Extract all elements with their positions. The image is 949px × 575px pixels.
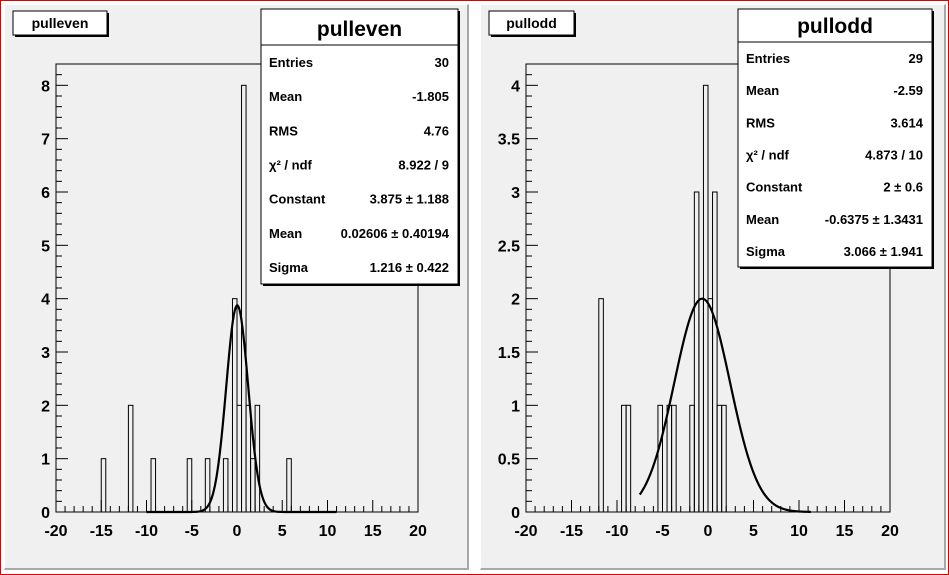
y-tick-label: 3 [41, 345, 50, 362]
histogram-bin [712, 191, 718, 513]
histogram-bin [657, 404, 663, 513]
x-tick-label: 15 [364, 523, 382, 540]
histogram-bin [222, 458, 229, 513]
y-tick-label: 0 [511, 505, 520, 522]
stats-row-label: χ² / ndf [746, 148, 790, 163]
x-tick-label: 0 [704, 523, 713, 540]
stats-row-label: χ² / ndf [269, 158, 313, 173]
stats-row-label: Sigma [746, 244, 786, 259]
stats-row-value: 3.875 ± 1.188 [370, 192, 449, 207]
stats-title: pullodd [797, 15, 873, 38]
histogram-bin [625, 404, 632, 513]
y-tick-label: 2.5 [498, 238, 520, 255]
stats-title: pulleven [317, 18, 402, 41]
x-tick-label: -20 [44, 523, 67, 540]
gaussian-fit-curve [638, 297, 811, 513]
x-tick-label: 15 [836, 523, 854, 540]
stats-row-value: 30 [435, 55, 449, 70]
title-box [488, 10, 575, 36]
y-tick-label: 2 [511, 292, 520, 309]
stats-row-label: Constant [746, 180, 803, 195]
stats-row-value: -1.805 [412, 89, 449, 104]
x-tick-label: -15 [90, 523, 113, 540]
stats-row-value: -2.59 [893, 83, 923, 98]
y-tick-label: 0 [41, 505, 50, 522]
pullodd-plot: -20 -15 -10 -5 0 5 10 15 20 0 0.5 1 1.5 2 2.5 3 3.5 4 pull… [488, 8, 934, 540]
stats-row-label: Mean [269, 226, 302, 241]
y-tick-label: 8 [41, 78, 50, 95]
stats-box [260, 8, 459, 285]
histogram-bin [241, 84, 247, 513]
pad-pullodd: -20 -15 -10 -5 0 5 10 15 20 0 0.5 1 1.5 2 2.5 3 3.5 4 pull… [480, 4, 946, 570]
stats-row-value: 1.216 ± 0.422 [370, 260, 449, 275]
stats-row-value: 29 [909, 51, 923, 66]
histogram-bin [671, 404, 677, 513]
stats-row-label: Mean [746, 83, 779, 98]
x-tick-label: 20 [409, 523, 427, 540]
x-tick-label: 10 [319, 523, 337, 540]
stats-row-value: 2 ± 0.6 [883, 180, 923, 195]
y-tick-label: 2 [41, 398, 50, 415]
x-tick-label: 0 [233, 523, 242, 540]
y-tick-label: 7 [41, 132, 50, 149]
stats-row-value: 8.922 / 9 [398, 158, 449, 173]
histogram-bin [127, 404, 134, 513]
stats-row-label: Sigma [269, 260, 309, 275]
histogram-bin [204, 458, 211, 513]
histogram-bin [100, 458, 107, 513]
stats-row-label: Mean [269, 89, 302, 104]
stats-row-value: 4.76 [424, 123, 449, 138]
stats-row-value: 3.066 ± 1.941 [844, 244, 923, 259]
x-tick-label: -5 [185, 523, 199, 540]
x-tick-label: 20 [881, 523, 899, 540]
x-tick-label: -10 [135, 523, 158, 540]
x-tick-label: -20 [514, 523, 537, 540]
histogram-bin [598, 298, 604, 513]
x-tick-label: 5 [749, 523, 758, 540]
y-tick-label: 1.5 [498, 345, 520, 362]
y-tick-label: 1 [41, 452, 50, 469]
pad-pulleven: -20 -15 -10 -5 0 5 10 15 20 0 1 2 3 4 5 6 7 8 pulleven pull… [4, 4, 469, 570]
y-tick-label: 4 [41, 292, 50, 309]
histogram-title: pulleven [32, 15, 89, 31]
y-tick-label: 0.5 [498, 452, 520, 469]
stats-row-label: Mean [746, 212, 779, 227]
histogram-bin [721, 404, 727, 513]
x-tick-label: -10 [605, 523, 628, 540]
y-tick-label: 6 [41, 185, 50, 202]
y-tick-label: 3 [511, 185, 520, 202]
y-tick-label: 5 [41, 238, 50, 255]
stats-row-label: RMS [746, 115, 775, 130]
stats-row-label: Entries [269, 55, 313, 70]
x-tick-label: 10 [790, 523, 808, 540]
histogram-title: pullodd [506, 15, 557, 31]
gaussian-fit-curve [146, 304, 337, 514]
stats-row-value: 3.614 [890, 115, 923, 130]
pulleven-plot: -20 -15 -10 -5 0 5 10 15 20 0 1 2 3 4 5 6 7 8 pulleven pull… [12, 8, 460, 540]
stats-row-value: 4.873 / 10 [865, 148, 923, 163]
stats-row-value: -0.6375 ± 1.3431 [825, 212, 923, 227]
x-tick-label: 5 [278, 523, 287, 540]
y-tick-label: 1 [511, 398, 520, 415]
stats-box [737, 8, 933, 268]
stats-row-label: RMS [269, 123, 298, 138]
x-tick-label: -15 [560, 523, 583, 540]
x-tick-label: -5 [655, 523, 669, 540]
y-tick-label: 3.5 [498, 132, 520, 149]
stats-row-label: Constant [269, 192, 326, 207]
stats-row-value: 0.02606 ± 0.40194 [341, 226, 450, 241]
title-box [12, 10, 108, 36]
y-tick-label: 4 [511, 78, 520, 95]
stats-row-label: Entries [746, 51, 790, 66]
